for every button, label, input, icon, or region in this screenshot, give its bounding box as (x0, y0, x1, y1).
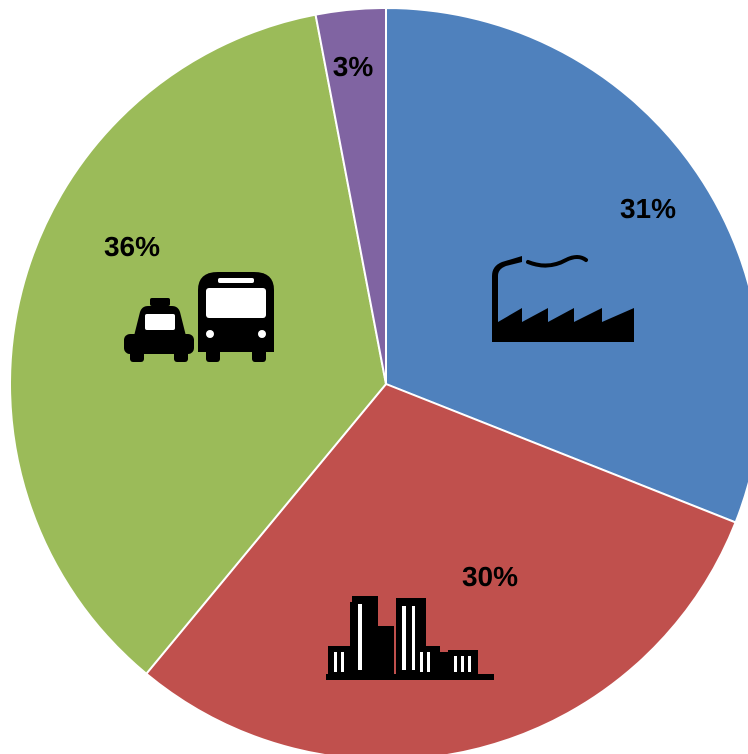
slice-label-red: 30% (462, 561, 518, 592)
slice-label-blue: 31% (620, 193, 676, 224)
slice-label-green: 36% (104, 231, 160, 262)
slice-label-purple: 3% (333, 51, 374, 82)
